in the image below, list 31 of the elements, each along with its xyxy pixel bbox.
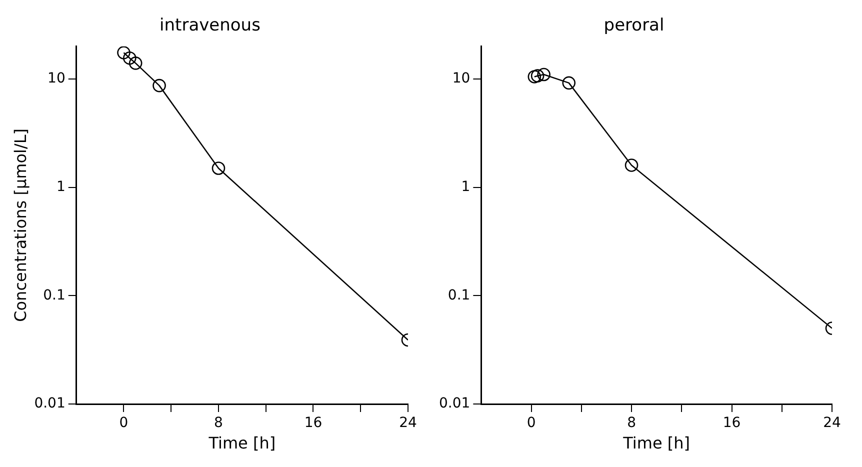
x-axis-title: Time [h] [208, 434, 276, 453]
x-tick-label: 16 [722, 415, 741, 432]
point [212, 162, 226, 175]
y-axis-title: Concentrations [μmol/L] [10, 128, 30, 322]
point [152, 78, 166, 92]
x-tick-label: 0 [526, 415, 536, 432]
x-tick-label: 8 [627, 415, 636, 432]
y-tick-label: 10 [452, 70, 470, 87]
point [128, 56, 142, 70]
point [537, 68, 550, 82]
point [117, 46, 130, 60]
y-tick-label: 0.1 [448, 287, 470, 304]
point [562, 76, 576, 90]
y-tick-label: 1 [461, 178, 470, 195]
point [530, 69, 544, 82]
x-axis-title: Time [h] [622, 434, 690, 453]
x-tick-label: 24 [399, 415, 417, 432]
chart-title: intravenous [160, 16, 261, 36]
x-tick-label: 0 [119, 415, 128, 432]
point [123, 51, 136, 65]
point [624, 158, 638, 172]
x-tick-label: 8 [214, 415, 223, 432]
point [528, 70, 542, 84]
y-tick-label: 0.01 [439, 396, 470, 412]
y-tick-label: 1 [56, 178, 66, 195]
y-tick-label: 0.1 [43, 287, 66, 304]
x-tick-label: 24 [823, 415, 841, 432]
y-tick-label: 10 [48, 70, 66, 87]
y-tick-label: 0.01 [34, 396, 66, 412]
chart-title: peroral [604, 16, 664, 36]
x-tick-label: 16 [304, 415, 322, 432]
